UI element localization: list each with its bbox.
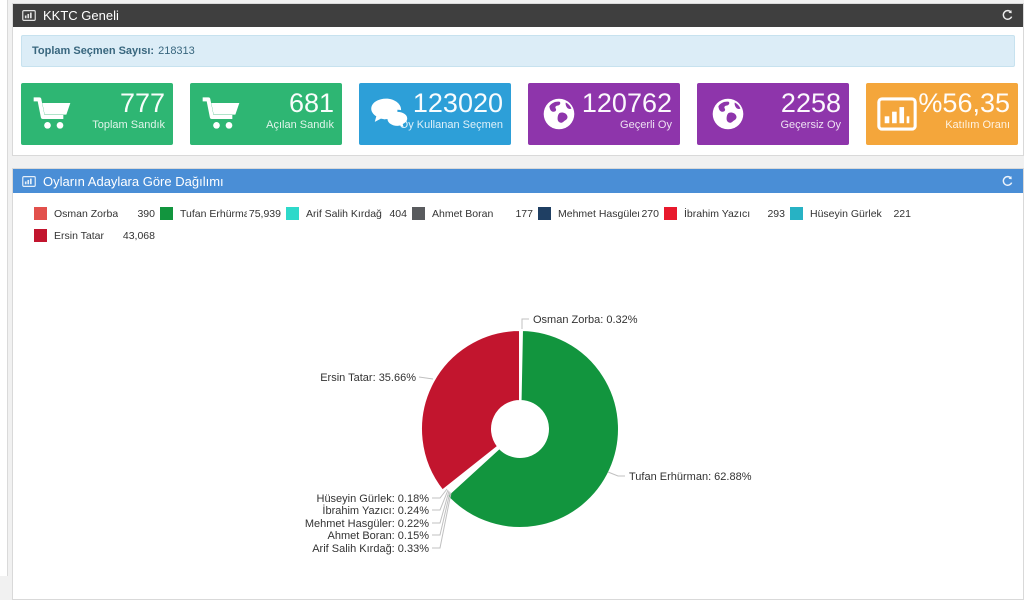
legend-item-i-brahim-yaz-c[interactable]: İbrahim Yazıcı 293 [664,207,790,220]
stat-card: 2258 Geçersiz Oy [697,83,849,145]
vote-distribution-header: Oyların Adaylara Göre Dağılımı [13,169,1023,193]
slice-label-leader [432,490,450,524]
stat-value: %56,35 [918,88,1010,118]
legend-item-ahmet-boran[interactable]: Ahmet Boran 177 [412,207,538,220]
legend-name: Ersin Tatar [54,229,104,242]
slice-label-ersin-tatar: Ersin Tatar: 35.66% [320,372,416,384]
pie-slice-ersin-tatar[interactable] [420,329,521,492]
legend-value: 177 [515,207,533,220]
legend-value: 221 [893,207,911,220]
slice-label-ahmet-boran: Ahmet Boran: 0.15% [327,530,429,542]
stat-card: %56,35 Katılım Oranı [866,83,1018,145]
slice-label-mehmet-hasg-ler: Mehmet Hasgüler: 0.22% [305,518,429,530]
stat-value: 120762 [581,88,672,118]
legend-name: Arif Salih Kırdağ [306,207,382,220]
legend-item-osman-zorba[interactable]: Osman Zorba 390 [34,207,160,220]
legend-item-arif-salih-k-rda[interactable]: Arif Salih Kırdağ 404 [286,207,412,220]
pie-slice-tufan-erh-rman[interactable] [445,329,620,529]
slice-label-leader [521,318,529,329]
stat-card: 123020 Oy Kullanan Seçmen [359,83,511,145]
stat-value: 2258 [780,88,841,118]
legend-swatch [286,207,299,220]
total-voters-value: 218313 [158,45,195,57]
legend-swatch [34,229,47,242]
dashboard-page: KKTC Geneli Toplam Seçmen Sayısı: 218313 … [12,3,1024,600]
legend-swatch [412,207,425,220]
stat-value: 123020 [412,88,503,118]
stat-card: 120762 Geçerli Oy [528,83,680,145]
slice-label-leader [432,491,451,536]
legend-name: Mehmet Hasgüler [558,207,640,220]
stat-card: 681 Açılan Sandık [190,83,342,145]
globe-icon [708,97,748,131]
refresh-icon[interactable] [1001,9,1014,22]
refresh-icon[interactable] [1001,175,1014,188]
cart-icon [32,97,72,131]
legend-value: 270 [641,207,659,220]
legend-name: Ahmet Boran [432,207,494,220]
total-voters-label: Toplam Seçmen Sayısı: [32,45,155,57]
stat-value: 777 [119,88,165,118]
legend-name: Hüseyin Gürlek [810,207,882,220]
slice-label-h-seyin-g-rlek: Hüseyin Gürlek: 0.18% [317,493,430,505]
legend-item-h-seyin-g-rlek[interactable]: Hüseyin Gürlek 221 [790,207,916,220]
slice-label-leader [607,471,625,477]
legend-value: 293 [767,207,785,220]
legend-item-mehmet-hasg-ler[interactable]: Mehmet Hasgüler 270 [538,207,664,220]
slice-label-leader [418,376,434,380]
slice-label-leader [432,488,448,499]
stat-value: 681 [288,88,334,118]
slice-label-osman-zorba: Osman Zorba: 0.32% [533,314,638,326]
slice-label-leader [432,489,449,511]
legend-name: Tufan Erhürman [180,207,247,220]
stat-label: Oy Kullanan Seçmen [399,119,503,131]
stat-label: Geçerli Oy [620,119,672,131]
bar-chart-icon [877,97,917,131]
stat-label: Katılım Oranı [945,119,1010,131]
slice-label-tufan-erh-rman: Tufan Erhürman: 62.88% [629,471,752,483]
legend-item-tufan-erh-rman[interactable]: Tufan Erhürman 75,939 [160,207,286,220]
vote-distribution-panel: Oyların Adaylara Göre Dağılımı Osman Zor… [12,168,1024,600]
total-voters-info: Toplam Seçmen Sayısı: 218313 [21,35,1015,67]
legend-value: 75,939 [248,207,281,220]
cart-icon [201,97,241,131]
donut-chart: Osman Zorba: 0.32% Tufan Erhürman: 62.88%… [305,314,752,555]
chart-legend: Osman Zorba 390 Tufan Erhürman 75,939 Ar… [34,207,934,242]
slice-label-leader [432,492,452,549]
panel-title: KKTC Geneli [43,8,119,23]
panel-title: Oyların Adaylara Göre Dağılımı [43,173,224,189]
slice-label-i-brahim-yaz-c: İbrahim Yazıcı: 0.24% [322,504,429,517]
legend-swatch [538,207,551,220]
legend-item-ersin-tatar[interactable]: Ersin Tatar 43,068 [34,229,160,242]
comments-icon [370,97,410,131]
globe-icon [539,97,579,131]
legend-swatch [34,207,47,220]
legend-swatch [790,207,803,220]
stat-label: Toplam Sandık [92,119,165,131]
left-gutter [0,0,8,576]
chart-icon [22,10,36,21]
legend-name: Osman Zorba [54,207,119,220]
legend-name: İbrahim Yazıcı [684,207,751,220]
donut-chart-area: Osman Zorba: 0.32% Tufan Erhürman: 62.88%… [13,256,1023,568]
slice-label-arif-salih-k-rda: Arif Salih Kırdağ: 0.33% [312,543,429,555]
chart-icon [22,175,36,187]
legend-swatch [160,207,173,220]
kktc-panel-header: KKTC Geneli [13,4,1023,27]
legend-swatch [664,207,677,220]
stat-card: 777 Toplam Sandık [21,83,173,145]
legend-value: 390 [137,207,155,220]
legend-value: 404 [389,207,407,220]
kktc-geneli-panel: KKTC Geneli Toplam Seçmen Sayısı: 218313 … [12,3,1024,156]
stat-label: Geçersiz Oy [780,119,841,131]
stat-cards-row: 777 Toplam Sandık 681 Açılan Sandık 1230… [13,75,1023,155]
vote-distribution-body: Osman Zorba 390 Tufan Erhürman 75,939 Ar… [13,193,1023,568]
stat-label: Açılan Sandık [266,119,334,131]
legend-value: 43,068 [122,229,155,242]
